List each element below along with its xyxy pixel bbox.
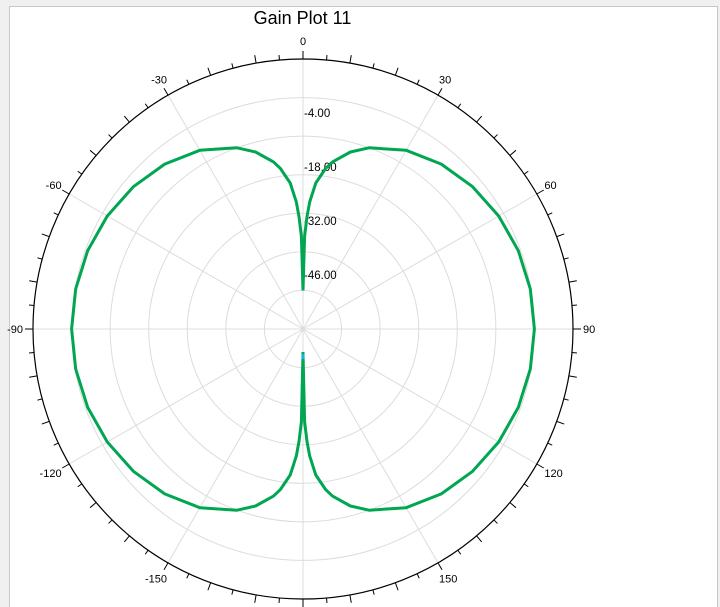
angle-tick-mark <box>41 233 50 238</box>
angle-tick-mark <box>37 257 43 260</box>
angle-tick-mark <box>61 463 70 469</box>
angle-tick-mark <box>457 549 462 555</box>
angle-tick-mark <box>77 170 83 175</box>
gain-trace-left <box>70 146 305 512</box>
angle-tick-mark <box>41 420 50 425</box>
angle-tick-mark <box>563 398 569 401</box>
angle-tick-mark <box>163 87 169 96</box>
angle-tick-mark <box>523 483 529 488</box>
angle-tick-mark <box>568 280 577 283</box>
angle-tick-mark <box>547 442 553 446</box>
angle-tick-label: 150 <box>439 573 457 585</box>
angle-tick-mark <box>37 398 43 401</box>
radial-tick-label: -32.00 <box>304 216 337 228</box>
angle-tick-mark <box>416 79 420 85</box>
angle-tick-mark <box>394 67 399 76</box>
angle-tick-mark <box>108 134 113 139</box>
angle-tick-mark <box>207 67 212 76</box>
angle-tick-mark <box>144 103 149 109</box>
angle-tick-mark <box>29 280 38 283</box>
angle-tick-mark <box>186 79 190 85</box>
angle-tick-mark <box>536 463 545 469</box>
angle-tick-mark <box>89 149 97 156</box>
angle-tick-label: 0 <box>300 36 306 48</box>
grid-spoke <box>167 94 304 330</box>
angle-tick-mark <box>437 562 443 571</box>
angle-tick-mark <box>568 375 577 378</box>
angle-tick-label: -60 <box>46 180 62 192</box>
angle-tick-mark <box>254 55 257 64</box>
angle-tick-label: -90 <box>7 324 23 336</box>
angle-tick-mark <box>556 420 565 425</box>
grid-spoke <box>68 193 304 330</box>
angle-tick-mark <box>476 535 483 543</box>
radial-tick-label: -4.00 <box>304 108 330 120</box>
angle-tick-mark <box>372 589 375 595</box>
grid-spoke <box>302 328 538 465</box>
angle-tick-label: 120 <box>544 468 562 480</box>
angle-tick-mark <box>77 483 83 488</box>
angle-tick-mark <box>523 170 529 175</box>
angle-tick-mark <box>457 103 462 109</box>
angle-tick-mark <box>207 582 212 591</box>
angle-tick-mark <box>394 582 399 591</box>
radial-tick-label: -46.00 <box>304 270 337 282</box>
angle-tick-mark <box>493 134 498 139</box>
grid-spoke <box>167 328 304 564</box>
angle-tick-mark <box>349 594 352 603</box>
angle-tick-mark <box>186 573 190 579</box>
angle-tick-mark <box>108 519 113 524</box>
angle-tick-mark <box>349 55 352 64</box>
angle-tick-label: -150 <box>145 573 167 585</box>
angle-tick-mark <box>372 63 375 69</box>
window-top-border <box>0 0 720 7</box>
angle-tick-label: -120 <box>40 468 62 480</box>
angle-tick-mark <box>61 189 70 195</box>
angle-tick-mark <box>89 502 97 509</box>
gain-trace-right <box>301 146 536 512</box>
angle-tick-mark <box>123 535 130 543</box>
angle-tick-mark <box>144 549 149 555</box>
angle-tick-mark <box>509 149 517 156</box>
angle-tick-mark <box>231 589 234 595</box>
angle-tick-label: -30 <box>151 75 167 87</box>
angle-tick-mark <box>556 233 565 238</box>
angle-tick-mark <box>476 115 483 123</box>
angle-tick-label: 30 <box>439 75 451 87</box>
grid-spoke <box>302 94 439 330</box>
angle-tick-mark <box>563 257 569 260</box>
angle-tick-mark <box>509 502 517 509</box>
angle-tick-mark <box>437 87 443 96</box>
angle-tick-mark <box>416 573 420 579</box>
angle-tick-label: 90 <box>583 324 595 336</box>
angle-tick-mark <box>547 212 553 216</box>
angle-tick-mark <box>493 519 498 524</box>
window-right-border <box>717 6 720 607</box>
angle-tick-label: 60 <box>544 180 556 192</box>
angle-tick-mark <box>53 442 59 446</box>
angle-tick-mark <box>163 562 169 571</box>
angle-tick-mark <box>123 115 130 123</box>
grid-spoke <box>302 193 538 330</box>
chart-title: Gain Plot 11 <box>253 8 352 28</box>
angle-tick-mark <box>254 594 257 603</box>
angle-tick-mark <box>29 375 38 378</box>
grid-spoke <box>302 328 439 564</box>
grid-spoke <box>68 328 304 465</box>
angle-tick-mark <box>53 212 59 216</box>
angle-tick-mark <box>231 63 234 69</box>
angle-tick-mark <box>536 189 545 195</box>
window-left-border <box>0 6 10 607</box>
